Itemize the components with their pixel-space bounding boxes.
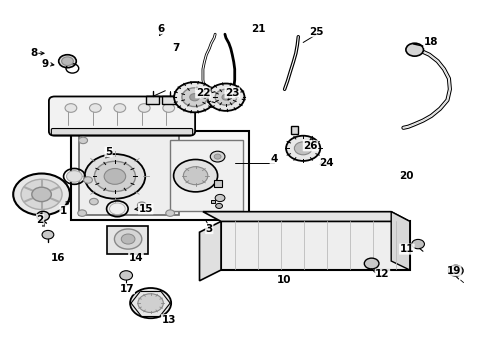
Circle shape [89, 198, 98, 205]
Circle shape [447, 265, 462, 276]
Text: 26: 26 [303, 141, 317, 151]
Circle shape [21, 179, 62, 210]
Text: 10: 10 [276, 275, 290, 285]
Text: 4: 4 [269, 154, 277, 164]
Text: 12: 12 [374, 269, 389, 279]
Text: 3: 3 [205, 224, 212, 234]
Circle shape [215, 203, 222, 208]
Polygon shape [56, 104, 189, 130]
Bar [79, 135, 179, 215]
Text: 25: 25 [309, 27, 324, 37]
Bar [170, 140, 242, 211]
Circle shape [121, 234, 135, 244]
Circle shape [294, 142, 311, 155]
Circle shape [61, 57, 73, 66]
Circle shape [174, 82, 215, 112]
Circle shape [411, 239, 424, 249]
Polygon shape [221, 221, 409, 270]
Text: 19: 19 [446, 266, 460, 276]
Circle shape [130, 288, 171, 318]
Circle shape [210, 151, 224, 162]
Circle shape [138, 294, 163, 312]
Polygon shape [199, 221, 221, 281]
Text: 15: 15 [138, 204, 153, 214]
Text: 16: 16 [50, 253, 65, 264]
Polygon shape [390, 212, 409, 270]
Circle shape [32, 187, 51, 202]
Circle shape [94, 161, 135, 192]
Text: 21: 21 [250, 24, 265, 34]
Circle shape [207, 84, 244, 111]
Circle shape [364, 258, 378, 269]
Text: 7: 7 [172, 42, 180, 53]
Bar [214, 180, 221, 187]
Bar [145, 96, 159, 104]
Circle shape [66, 171, 82, 182]
Circle shape [114, 104, 125, 112]
Circle shape [104, 168, 125, 184]
Circle shape [163, 104, 174, 112]
Circle shape [137, 202, 146, 208]
Circle shape [83, 177, 92, 183]
Circle shape [215, 89, 236, 105]
Circle shape [222, 94, 229, 100]
Text: 17: 17 [120, 284, 134, 294]
Bar [211, 200, 215, 203]
Circle shape [214, 154, 221, 159]
Circle shape [109, 203, 125, 215]
Bar [162, 96, 176, 104]
Circle shape [173, 159, 217, 192]
FancyBboxPatch shape [51, 129, 192, 135]
Circle shape [42, 230, 54, 239]
Bar [290, 126, 298, 134]
Text: 14: 14 [128, 253, 143, 264]
Circle shape [285, 136, 320, 161]
Text: 24: 24 [319, 158, 333, 168]
Text: 11: 11 [399, 244, 413, 254]
Polygon shape [203, 212, 409, 221]
Text: 22: 22 [195, 88, 210, 98]
Circle shape [165, 210, 174, 216]
Circle shape [182, 88, 207, 107]
Circle shape [183, 167, 207, 185]
Circle shape [114, 229, 142, 249]
Circle shape [138, 104, 150, 112]
Text: 18: 18 [423, 37, 438, 48]
Text: 1: 1 [60, 206, 67, 216]
Circle shape [189, 94, 199, 101]
Text: 8: 8 [31, 48, 38, 58]
Text: 13: 13 [161, 315, 176, 325]
Text: 20: 20 [399, 171, 413, 181]
Text: 9: 9 [41, 59, 48, 69]
Text: 5: 5 [105, 147, 112, 157]
Bar [71, 131, 249, 220]
Text: 6: 6 [158, 24, 164, 34]
Bar [106, 226, 148, 254]
Circle shape [37, 211, 49, 221]
Circle shape [405, 43, 423, 56]
Text: 23: 23 [224, 88, 239, 98]
Circle shape [59, 55, 76, 68]
Circle shape [65, 104, 77, 112]
Circle shape [84, 154, 145, 199]
Circle shape [13, 174, 70, 215]
Circle shape [79, 137, 87, 144]
Circle shape [120, 271, 132, 280]
Circle shape [89, 104, 101, 112]
Circle shape [78, 210, 86, 216]
Circle shape [215, 194, 224, 202]
Text: 2: 2 [37, 215, 43, 225]
FancyBboxPatch shape [49, 96, 195, 136]
